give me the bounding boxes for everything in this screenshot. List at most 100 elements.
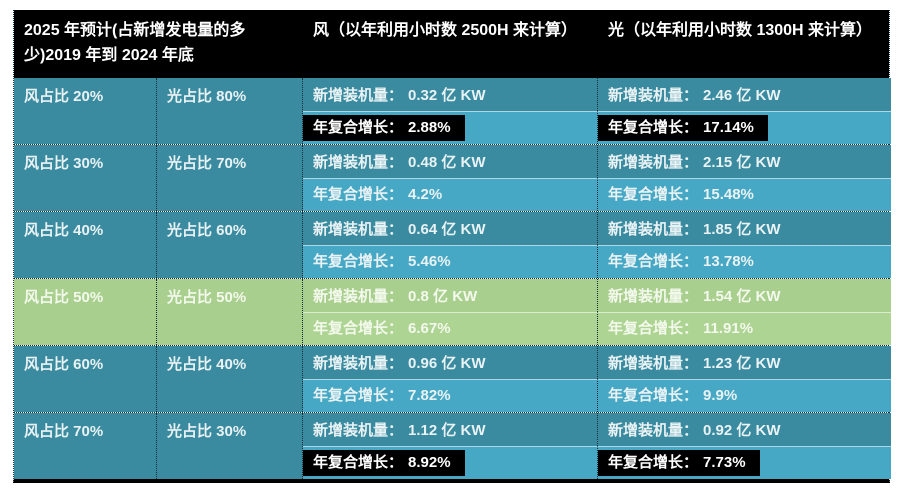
wind-share-label: 风占比 60% xyxy=(24,356,104,373)
solar-capacity-label: 新增装机量： xyxy=(608,87,699,104)
solar-cagr-value: 17.14% xyxy=(703,119,754,136)
solar-cagr-value: 15.48% xyxy=(703,186,754,203)
table-row-group: 风占比 60% 光占比 40% 新增装机量： 0.96 亿 KW 新增装机量： … xyxy=(14,345,891,412)
solar-share-cell: 光占比 80% xyxy=(157,78,303,144)
wind-cagr-cell: 年复合增长： 6.67% xyxy=(303,312,598,345)
solar-cagr-highlight-box: 年复合增长： 13.78% xyxy=(608,252,754,272)
wind-cagr-value: 4.2% xyxy=(408,186,443,203)
solar-capacity-value: 0.92 亿 KW xyxy=(703,422,781,439)
wind-cagr-cell: 年复合增长： 7.82% xyxy=(303,379,598,412)
solar-cagr-cell: 年复合增长： 17.14% xyxy=(598,111,891,144)
solar-capacity-value: 1.54 亿 KW xyxy=(703,288,781,305)
wind-capacity-label: 新增装机量： xyxy=(313,355,404,372)
solar-capacity-label: 新增装机量： xyxy=(608,154,699,171)
wind-cagr-highlight-box: 年复合增长： 6.67% xyxy=(313,319,451,339)
table-row-group: 风占比 20% 光占比 80% 新增装机量： 0.32 亿 KW 新增装机量： … xyxy=(14,78,891,144)
solar-share-cell: 光占比 40% xyxy=(157,346,303,412)
solar-cagr-cell: 年复合增长： 15.48% xyxy=(598,178,891,211)
wind-capacity-label: 新增装机量： xyxy=(313,422,404,439)
table-row-group: 风占比 70% 光占比 30% 新增装机量： 1.12 亿 KW 新增装机量： … xyxy=(14,412,891,479)
wind-cagr-cell: 年复合增长： 5.46% xyxy=(303,245,598,278)
wind-cagr-label: 年复合增长： xyxy=(313,119,404,136)
wind-share-cell: 风占比 60% xyxy=(14,346,157,412)
wind-capacity-value: 0.64 亿 KW xyxy=(408,221,486,238)
solar-cagr-label: 年复合增长： xyxy=(608,320,699,337)
solar-cagr-label: 年复合增长： xyxy=(608,253,699,270)
solar-share-label: 光占比 40% xyxy=(167,356,247,373)
wind-share-cell: 风占比 70% xyxy=(14,413,157,479)
wind-share-cell: 风占比 20% xyxy=(14,78,157,144)
header-cell-period: 2025 年预计(占新增发电量的多少)2019 年到 2024 年底 xyxy=(24,22,246,64)
wind-share-cell: 风占比 30% xyxy=(14,145,157,211)
wind-cagr-value: 8.92% xyxy=(408,454,451,471)
solar-capacity-cell: 新增装机量： 2.15 亿 KW xyxy=(598,145,891,178)
wind-capacity-cell: 新增装机量： 0.96 亿 KW xyxy=(303,346,598,379)
wind-capacity-value: 0.48 亿 KW xyxy=(408,154,486,171)
scenario-table: 2025 年预计(占新增发电量的多少)2019 年到 2024 年底 风（以年利… xyxy=(13,10,891,483)
wind-cagr-value: 6.67% xyxy=(408,320,451,337)
wind-share-label: 风占比 20% xyxy=(24,88,104,105)
wind-cagr-label: 年复合增长： xyxy=(313,186,404,203)
solar-capacity-value: 2.46 亿 KW xyxy=(703,87,781,104)
table-row-group: 风占比 40% 光占比 60% 新增装机量： 0.64 亿 KW 新增装机量： … xyxy=(14,211,891,278)
header-cell-wind: 风（以年利用小时数 2500H 来计算） xyxy=(313,22,578,39)
wind-capacity-value: 0.96 亿 KW xyxy=(408,355,486,372)
solar-cagr-value: 9.9% xyxy=(703,387,738,404)
wind-share-label: 风占比 40% xyxy=(24,222,104,239)
solar-cagr-highlight-box: 年复合增长： 7.73% xyxy=(598,450,760,476)
wind-share-cell: 风占比 40% xyxy=(14,212,157,278)
wind-capacity-cell: 新增装机量： 0.32 亿 KW xyxy=(303,78,598,111)
solar-capacity-value: 1.23 亿 KW xyxy=(703,355,781,372)
solar-cagr-label: 年复合增长： xyxy=(608,387,699,404)
solar-cagr-highlight-box: 年复合增长： 17.14% xyxy=(598,115,768,141)
wind-cagr-label: 年复合增长： xyxy=(313,387,404,404)
table-row-group: 风占比 30% 光占比 70% 新增装机量： 0.48 亿 KW 新增装机量： … xyxy=(14,144,891,211)
solar-share-cell: 光占比 30% xyxy=(157,413,303,479)
solar-cagr-highlight-box: 年复合增长： 9.9% xyxy=(608,386,737,406)
wind-share-cell: 风占比 50% xyxy=(14,279,157,345)
solar-cagr-value: 11.91% xyxy=(703,320,754,337)
solar-capacity-cell: 新增装机量： 1.85 亿 KW xyxy=(598,212,891,245)
wind-capacity-cell: 新增装机量： 0.8 亿 KW xyxy=(303,279,598,312)
wind-share-label: 风占比 30% xyxy=(24,155,104,172)
solar-cagr-label: 年复合增长： xyxy=(608,454,699,471)
wind-share-label: 风占比 50% xyxy=(24,289,104,306)
solar-cagr-label: 年复合增长： xyxy=(608,119,699,136)
solar-cagr-cell: 年复合增长： 9.9% xyxy=(598,379,891,412)
wind-cagr-highlight-box: 年复合增长： 5.46% xyxy=(313,252,451,272)
table-body: 风占比 20% 光占比 80% 新增装机量： 0.32 亿 KW 新增装机量： … xyxy=(14,78,891,479)
wind-cagr-cell: 年复合增长： 4.2% xyxy=(303,178,598,211)
wind-cagr-cell: 年复合增长： 2.88% xyxy=(303,111,598,144)
solar-cagr-cell: 年复合增长： 13.78% xyxy=(598,245,891,278)
solar-share-cell: 光占比 50% xyxy=(157,279,303,345)
wind-cagr-highlight-box: 年复合增长： 7.82% xyxy=(313,386,451,406)
solar-share-label: 光占比 30% xyxy=(167,423,247,440)
solar-capacity-label: 新增装机量： xyxy=(608,422,699,439)
wind-capacity-cell: 新增装机量： 0.48 亿 KW xyxy=(303,145,598,178)
solar-cagr-label: 年复合增长： xyxy=(608,186,699,203)
solar-cagr-highlight-box: 年复合增长： 11.91% xyxy=(608,319,753,339)
header-cell-solar: 光（以年利用小时数 1300H 来计算） xyxy=(608,22,873,39)
wind-cagr-highlight-box: 年复合增长： 4.2% xyxy=(313,185,442,205)
wind-cagr-value: 2.88% xyxy=(408,119,451,136)
solar-share-label: 光占比 80% xyxy=(167,88,247,105)
solar-capacity-value: 2.15 亿 KW xyxy=(703,154,781,171)
solar-cagr-value: 7.73% xyxy=(703,454,746,471)
solar-share-label: 光占比 60% xyxy=(167,222,247,239)
solar-capacity-label: 新增装机量： xyxy=(608,288,699,305)
wind-cagr-value: 7.82% xyxy=(408,387,451,404)
wind-capacity-label: 新增装机量： xyxy=(313,87,404,104)
wind-capacity-value: 0.32 亿 KW xyxy=(408,87,486,104)
wind-capacity-label: 新增装机量： xyxy=(313,221,404,238)
wind-capacity-value: 0.8 亿 KW xyxy=(408,288,478,305)
solar-capacity-cell: 新增装机量： 2.46 亿 KW xyxy=(598,78,891,111)
solar-capacity-value: 1.85 亿 KW xyxy=(703,221,781,238)
solar-capacity-label: 新增装机量： xyxy=(608,221,699,238)
solar-cagr-value: 13.78% xyxy=(703,253,754,270)
solar-cagr-cell: 年复合增长： 7.73% xyxy=(598,446,891,479)
wind-capacity-label: 新增装机量： xyxy=(313,288,404,305)
solar-share-label: 光占比 70% xyxy=(167,155,247,172)
solar-share-label: 光占比 50% xyxy=(167,289,247,306)
solar-share-cell: 光占比 60% xyxy=(157,212,303,278)
wind-cagr-label: 年复合增长： xyxy=(313,253,404,270)
